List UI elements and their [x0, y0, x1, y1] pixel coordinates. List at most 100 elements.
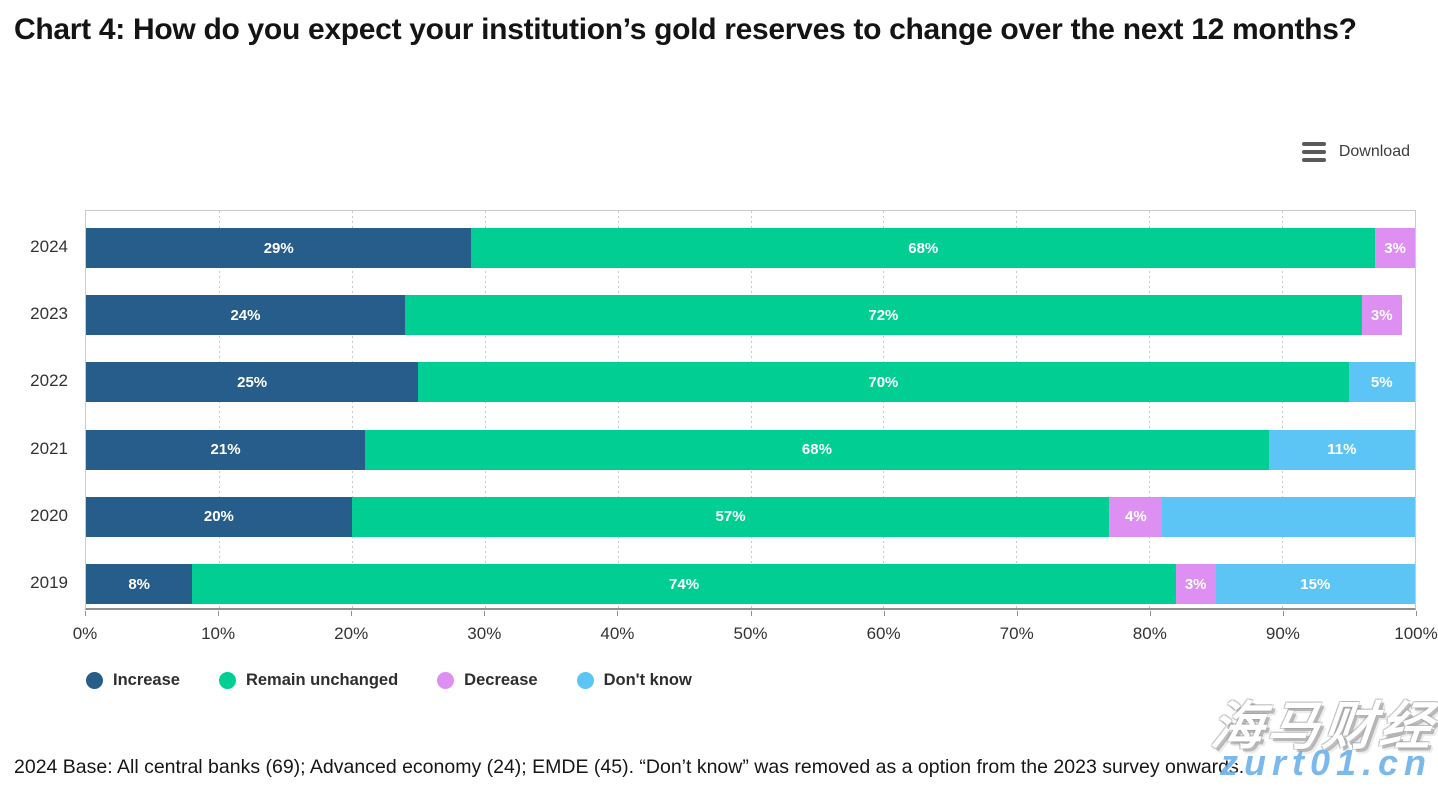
bar-row-2021: 21% 68% 11% — [86, 429, 1415, 470]
x-axis-tick-label: 20% — [334, 624, 369, 643]
x-axis-tick-label: 80% — [1132, 624, 1167, 643]
chart-footnote: 2024 Base: All central banks (69); Advan… — [14, 756, 1245, 778]
axis-tickmark — [85, 611, 86, 616]
bar-segment: 29% — [86, 228, 472, 268]
bar-segment-label: 68% — [801, 441, 832, 459]
bar-segment-label: 21% — [210, 441, 241, 459]
page-title: Chart 4: How do you expect your institut… — [14, 13, 1357, 46]
y-axis-label: 2021 — [30, 438, 68, 458]
axis-tickmark — [1416, 611, 1417, 616]
x-axis-tick-label: 90% — [1265, 624, 1300, 643]
x-axis-tick-label: 70% — [999, 624, 1034, 643]
gridline — [1415, 211, 1416, 608]
gridline — [1149, 211, 1151, 608]
gridline — [218, 211, 220, 608]
bar-segment: 24% — [86, 295, 405, 336]
legend-marker-icon — [437, 672, 455, 689]
legend-label: Increase — [113, 671, 180, 689]
bar-segment: 72% — [404, 295, 1362, 336]
legend-item[interactable]: Don't know — [576, 671, 692, 690]
legend-label: Don't know — [603, 671, 692, 689]
bar-segment: 25% — [86, 362, 419, 403]
legend-label: Remain unchanged — [245, 671, 399, 689]
y-axis-label: 2020 — [30, 505, 68, 525]
bar-row-2020: 20% 57% 4% — [86, 496, 1415, 537]
bar-segment: 3% — [1375, 228, 1415, 268]
watermark-domain: zurt01.cn — [1219, 742, 1432, 783]
bar-segment: 3% — [1361, 295, 1402, 336]
x-axis-tick-label: 0% — [72, 624, 98, 643]
x-axis: 0% 10% 20% 30% 40% 50% 60% 70% 80% 90% 100% — [73, 611, 1438, 650]
bar-segment-label: 25% — [237, 373, 268, 391]
bar-segment — [1162, 496, 1415, 537]
bar-segment-label: 68% — [908, 239, 939, 257]
x-axis-tick-label: 40% — [600, 624, 635, 643]
legend-item[interactable]: Increase — [86, 671, 180, 690]
bar-segment-label: 20% — [203, 508, 234, 526]
axis-tickmark — [351, 611, 353, 616]
menu-icon — [1301, 142, 1326, 162]
plot-area: 29% 68% 3% 24% 72% 3% 25% 70% 5% 21% 68% 11% 20% 57% 4… — [85, 210, 1416, 610]
gridline — [1282, 211, 1284, 608]
bar-row-2024: 29% 68% 3% — [86, 228, 1415, 268]
bar-segment-label: 74% — [669, 575, 700, 593]
axis-tickmark — [617, 611, 619, 616]
y-axis-labels: 2024 2023 2022 2021 2020 2019 — [0, 210, 70, 610]
legend: Increase Remain unchanged Decrease Don't kn… — [86, 671, 692, 690]
gridline — [351, 211, 353, 608]
bar-segment-label: 29% — [263, 239, 294, 257]
bar-segment: 21% — [86, 429, 366, 470]
x-axis-tick-label: 60% — [866, 624, 901, 643]
bar-segment: 5% — [1348, 362, 1415, 403]
bar-segment-label: 4% — [1125, 508, 1147, 526]
gridline — [617, 211, 619, 608]
bar-segment-label: 72% — [868, 306, 899, 324]
bar-row-2022: 25% 70% 5% — [86, 362, 1415, 403]
axis-tickmark — [1016, 611, 1018, 616]
x-axis-tick-label: 50% — [733, 624, 768, 643]
bar-segment: 4% — [1109, 496, 1163, 537]
bar-row-2019: 8% 74% 3% 15% — [86, 564, 1415, 604]
bar-segment-label: 5% — [1370, 373, 1393, 391]
legend-item[interactable]: Decrease — [437, 671, 538, 690]
axis-tickmark — [1282, 611, 1284, 616]
bar-segment: 74% — [192, 564, 1176, 604]
bar-row-2023: 24% 72% 3% — [86, 295, 1415, 336]
bar-segment: 11% — [1268, 429, 1415, 470]
bar-segment-label: 11% — [1327, 441, 1357, 459]
legend-marker-icon — [218, 672, 236, 689]
legend-label: Decrease — [464, 671, 538, 689]
bar-segment: 20% — [86, 496, 352, 537]
bar-segment-label: 15% — [1300, 575, 1331, 593]
axis-tickmark — [1149, 611, 1151, 616]
bar-segment-label: 70% — [868, 373, 899, 391]
bar-segment: 57% — [351, 496, 1110, 537]
bar-segment-label: 57% — [715, 508, 746, 526]
gridline — [750, 211, 752, 608]
y-axis-label: 2024 — [30, 237, 68, 256]
gridline — [484, 211, 486, 608]
axis-tickmark — [218, 611, 220, 616]
download-button[interactable]: Download — [1301, 142, 1410, 162]
legend-item[interactable]: Remain unchanged — [218, 671, 399, 690]
bar-segment-label: 24% — [230, 306, 261, 324]
y-axis-label: 2019 — [30, 573, 68, 592]
gridline — [883, 211, 885, 608]
gridline — [1016, 211, 1018, 608]
bar-segment: 68% — [365, 429, 1269, 470]
legend-marker-icon — [86, 672, 103, 689]
bar-segment-label: 8% — [128, 575, 150, 593]
bar-segment-label: 3% — [1370, 306, 1393, 324]
bar-segment-label: 3% — [1184, 575, 1207, 593]
bar-segment-label: 3% — [1384, 239, 1406, 257]
y-axis-label: 2022 — [30, 371, 68, 391]
axis-tickmark — [484, 611, 486, 616]
x-axis-tick-label: 10% — [201, 624, 236, 643]
bar-segment: 15% — [1215, 564, 1415, 604]
bar-segment: 8% — [86, 564, 193, 604]
bar-segment: 3% — [1175, 564, 1216, 604]
bar-segment: 70% — [418, 362, 1349, 403]
axis-tickmark — [883, 611, 885, 616]
legend-marker-icon — [576, 672, 594, 689]
